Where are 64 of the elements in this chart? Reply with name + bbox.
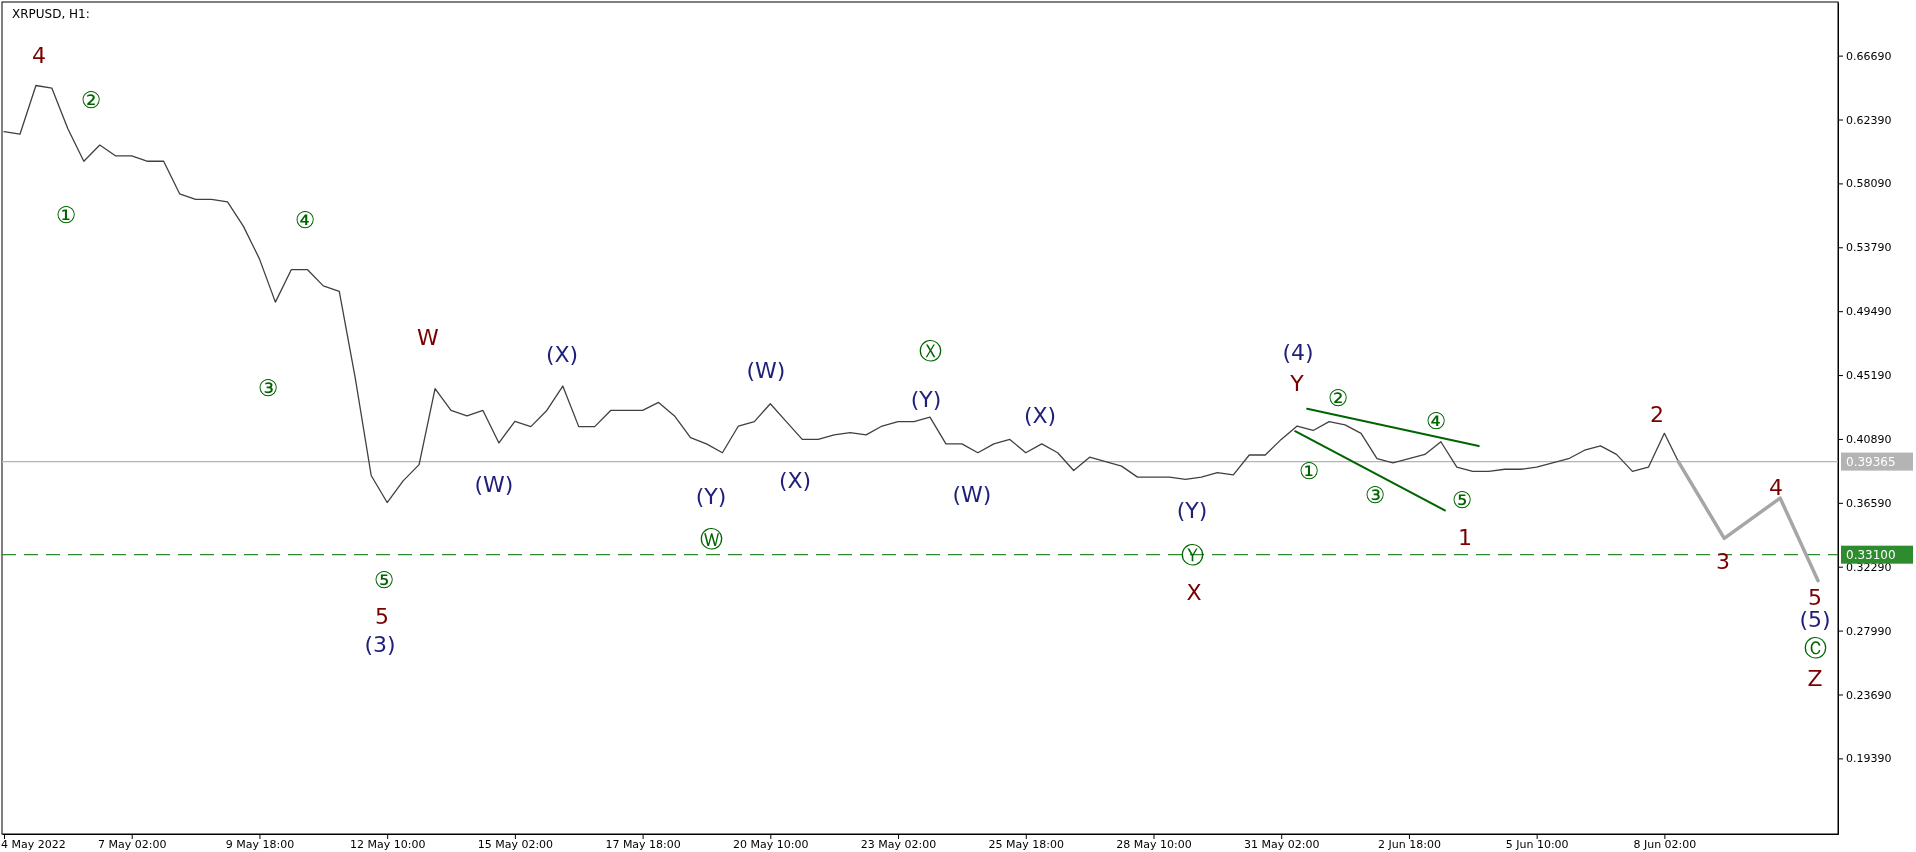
annotation: Ⓒ [1803, 635, 1827, 661]
annotation: ⑤ [373, 567, 395, 593]
annotation: ① [1298, 458, 1320, 484]
annotation: X [1186, 579, 1202, 605]
annotation: (W) [952, 481, 992, 507]
annotation: (Y) [695, 483, 727, 509]
annotation: Ⓦ [699, 526, 723, 552]
annotation: ③ [1364, 482, 1386, 508]
annotation: 4 [1769, 474, 1783, 500]
annotation: 4 [32, 42, 46, 68]
annotation: ⑤ [1451, 487, 1473, 513]
annotation: (3) [364, 631, 396, 657]
ref-line-label: 0.39365 [1846, 454, 1896, 469]
annotation: (Y) [1176, 497, 1208, 523]
x-tick-label: 5 Jun 10:00 [1505, 837, 1569, 851]
annotation: 5 [375, 603, 389, 629]
y-tick-label: 0.58090 [1846, 177, 1892, 191]
annotation: ① [55, 202, 77, 228]
y-tick-label: 0.40890 [1846, 432, 1892, 446]
annotation: 2 [1650, 401, 1664, 427]
annotation: (X) [1023, 402, 1057, 428]
y-tick-label: 0.19390 [1846, 752, 1892, 766]
x-tick-label: 20 May 10:00 [733, 837, 809, 851]
x-tick-label: 8 Jun 02:00 [1633, 837, 1697, 851]
x-tick-label: 4 May 2022 [1, 837, 66, 851]
annotation: (X) [778, 467, 812, 493]
y-tick-label: 0.27990 [1846, 624, 1892, 638]
annotation: ③ [257, 375, 279, 401]
x-tick-label: 9 May 18:00 [225, 837, 295, 851]
x-tick-label: 17 May 18:00 [605, 837, 681, 851]
annotation: ② [1327, 385, 1349, 411]
annotation: (W) [746, 357, 786, 383]
y-tick-label: 0.49490 [1846, 305, 1892, 319]
annotation: (W) [474, 471, 514, 497]
chart-title: XRPUSD, H1: [12, 7, 90, 21]
annotation: (X) [545, 341, 579, 367]
y-tick-label: 0.23690 [1846, 688, 1892, 702]
y-tick-label: 0.53790 [1846, 241, 1892, 255]
x-tick-label: 7 May 02:00 [98, 837, 167, 851]
annotation: W [417, 324, 440, 350]
annotation: 3 [1716, 548, 1730, 574]
annotation: ④ [1425, 408, 1447, 434]
y-tick-label: 0.36590 [1846, 496, 1892, 510]
x-tick-label: 15 May 02:00 [477, 837, 554, 851]
y-tick-label: 0.62390 [1846, 113, 1892, 127]
x-tick-label: 23 May 02:00 [860, 837, 937, 851]
y-tick-label: 0.32290 [1846, 560, 1892, 574]
y-tick-label: 0.45190 [1846, 369, 1892, 383]
annotation: ② [80, 87, 102, 113]
annotation: Y [1289, 370, 1305, 396]
y-tick-label: 0.66690 [1846, 49, 1892, 63]
annotation: ④ [294, 207, 316, 233]
annotation: Z [1807, 665, 1823, 691]
x-tick-label: 2 Jun 18:00 [1377, 837, 1441, 851]
annotation: (4) [1282, 339, 1314, 365]
x-tick-label: 28 May 10:00 [1116, 837, 1192, 851]
annotation: Ⓧ [918, 338, 942, 364]
line-series [1676, 459, 1820, 583]
ref-line-label: 0.33100 [1846, 547, 1896, 562]
x-tick-label: 12 May 10:00 [349, 837, 426, 851]
annotation: (Y) [910, 386, 942, 412]
annotation: 1 [1458, 524, 1472, 550]
x-tick-label: 25 May 18:00 [988, 837, 1064, 851]
x-tick-label: 31 May 02:00 [1243, 837, 1320, 851]
